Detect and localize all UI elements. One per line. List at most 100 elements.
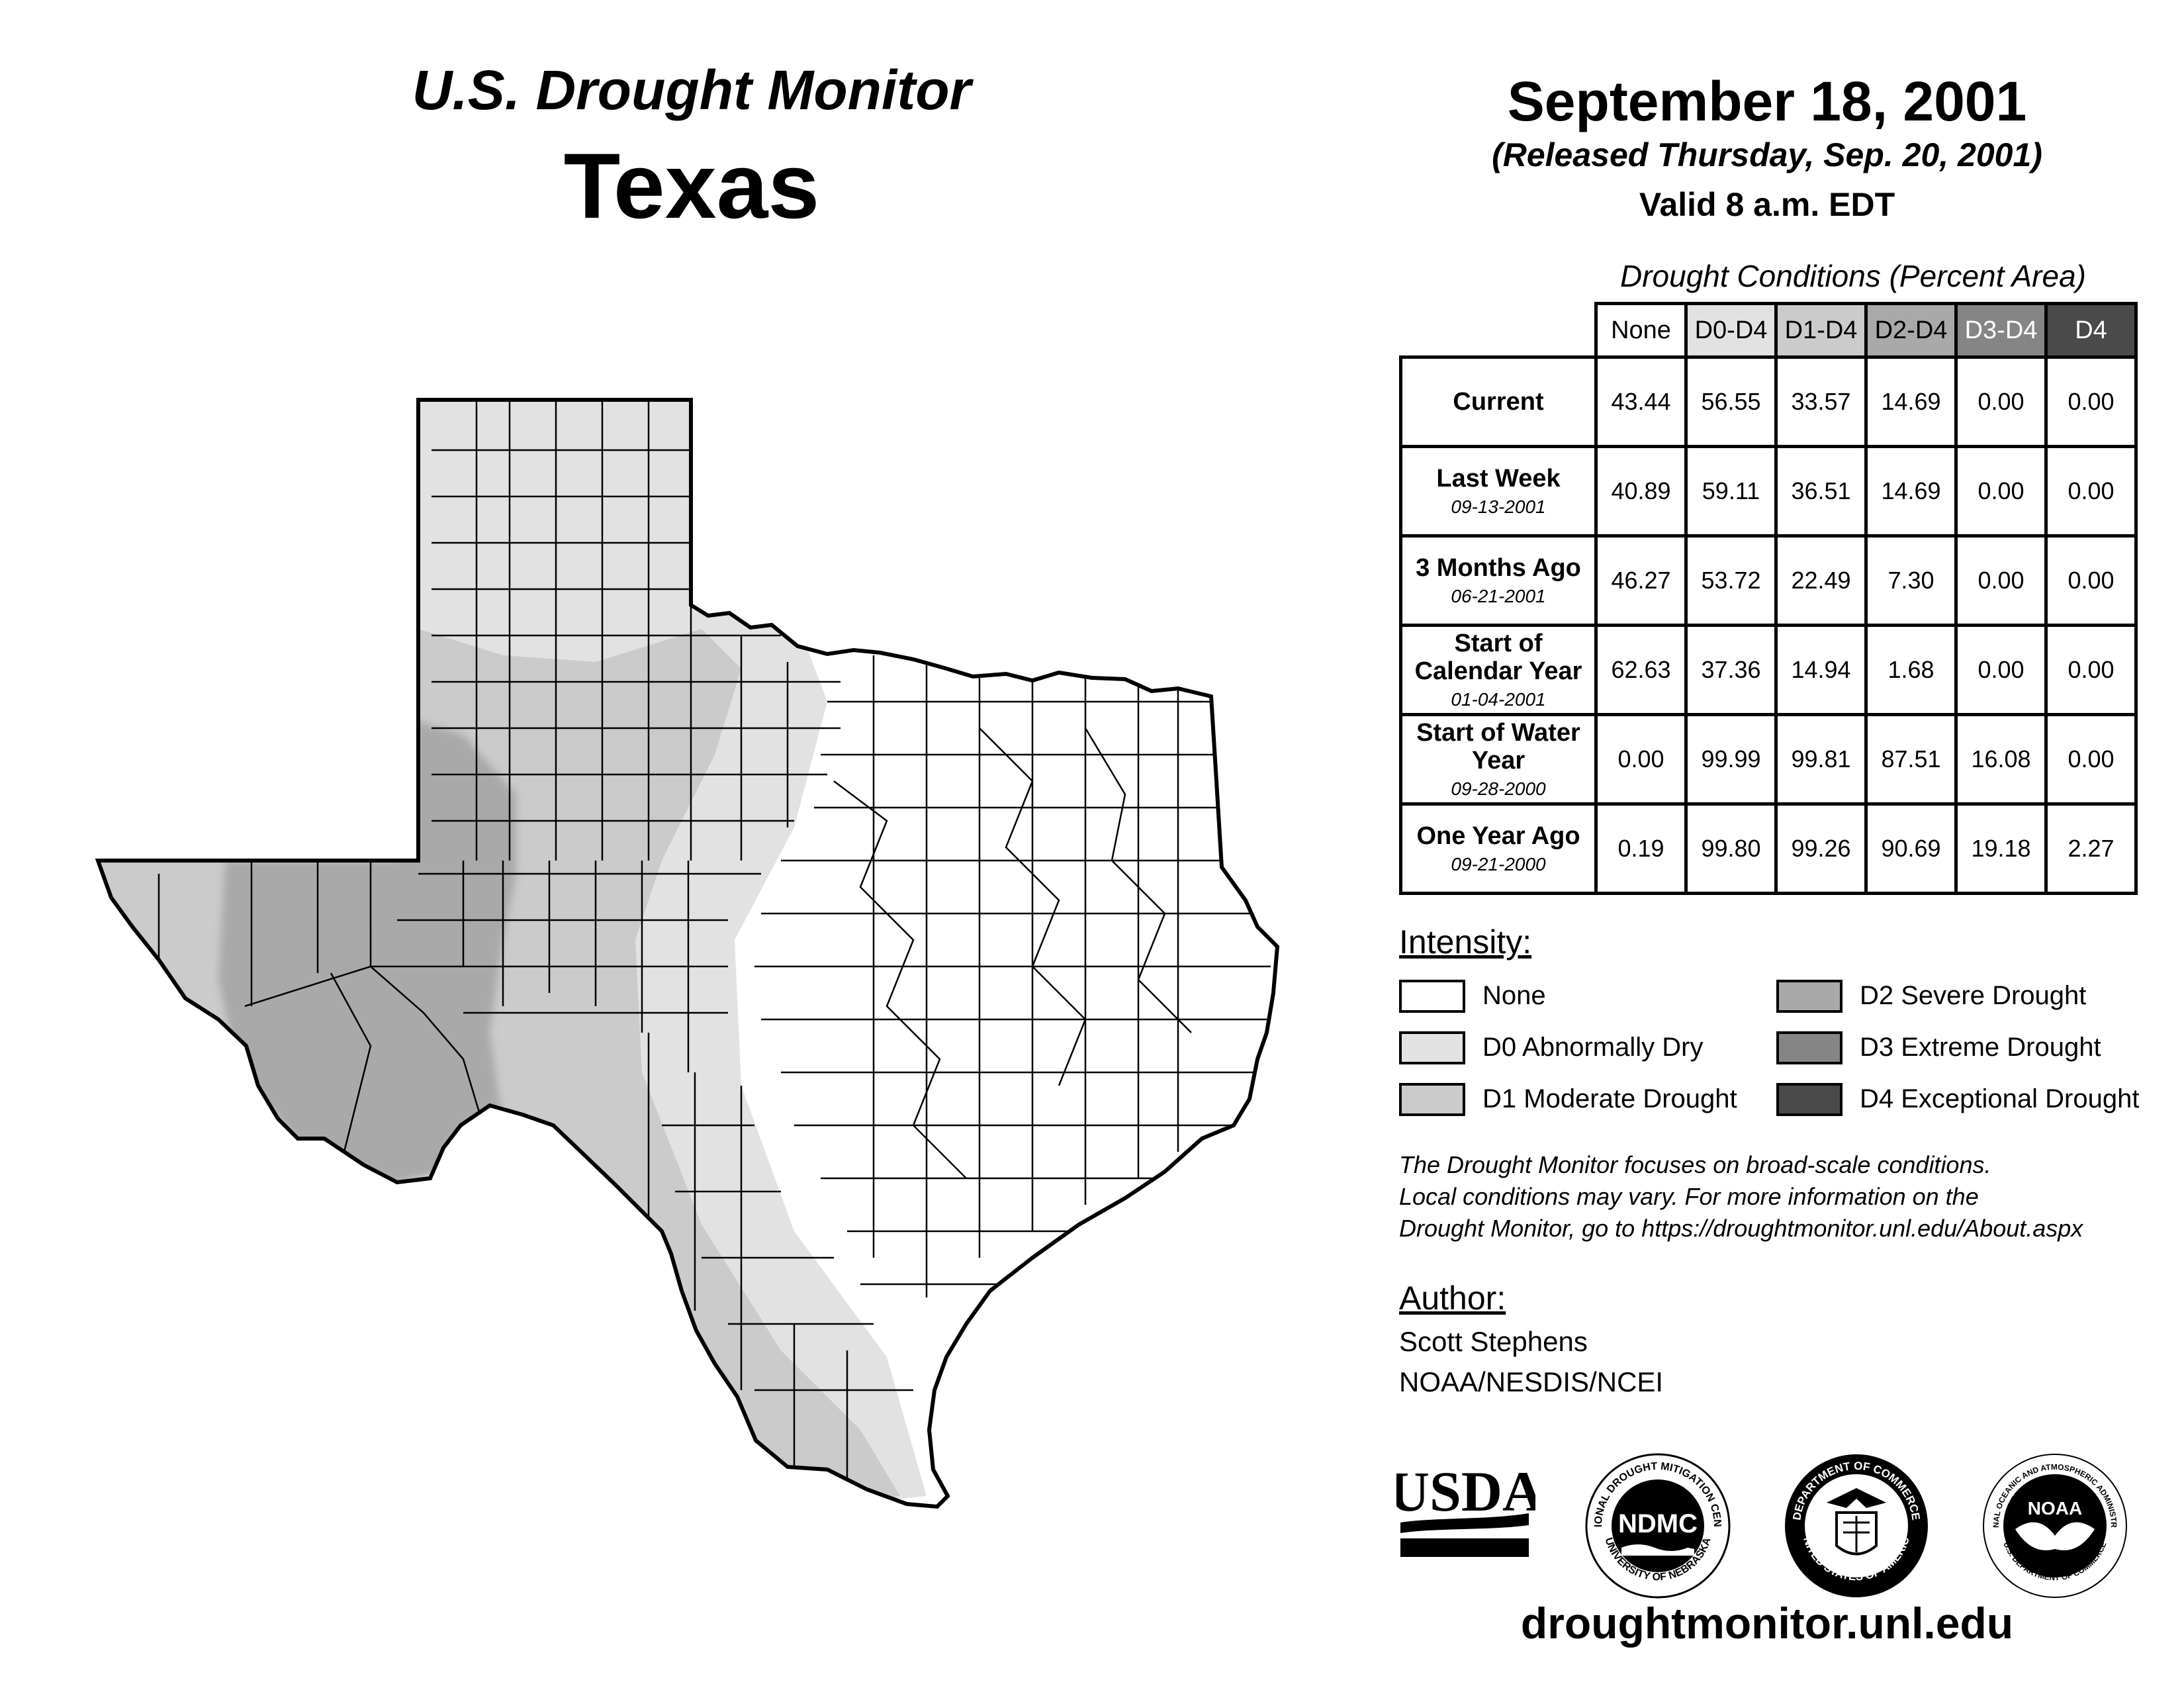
column-header-d2-d4: D2-D4 <box>1864 302 1958 359</box>
table-cell: 90.69 <box>1864 802 1958 895</box>
legend-item-d0: D0 Abnormally Dry <box>1399 1031 1770 1068</box>
row-label-date: 09-21-2000 <box>1451 854 1546 874</box>
legend-label: D3 Extreme Drought <box>1860 1033 2101 1062</box>
d2-severe-drought-area <box>218 715 516 1185</box>
table-cell: 99.26 <box>1774 802 1868 895</box>
table-title: Drought Conditions (Percent Area) <box>1620 259 2086 293</box>
table-cell: 22.49 <box>1774 534 1868 627</box>
legend-title: Intensity: <box>1399 923 1532 961</box>
table-row-start-calendar-year: Start of Calendar Year 01-04-2001 62.63 3… <box>1399 624 2138 716</box>
table-cell: 16.08 <box>1954 713 2048 806</box>
usda-logo-text: USDA <box>1396 1460 1535 1523</box>
row-label: Start of Water Year 09-28-2000 <box>1399 713 1598 806</box>
legend-item-none: None <box>1399 980 1770 1017</box>
table-cell: 33.57 <box>1774 355 1868 448</box>
author-title: Author: <box>1399 1280 1506 1317</box>
map-title: Texas <box>563 134 820 238</box>
release-date: (Released Thursday, Sep. 20, 2001) <box>1492 136 2042 173</box>
legend-swatch <box>1399 980 1465 1013</box>
table-cell: 0.19 <box>1594 802 1688 895</box>
row-label: 3 Months Ago 06-21-2001 <box>1399 534 1598 627</box>
table-row-3-months-ago: 3 Months Ago 06-21-2001 46.27 53.72 22.49… <box>1399 534 2138 627</box>
table-cell: 99.81 <box>1774 713 1868 806</box>
table-cell: 36.51 <box>1774 445 1868 538</box>
legend-label: D4 Exceptional Drought <box>1860 1084 2140 1113</box>
table-row-one-year-ago: One Year Ago 09-21-2000 0.19 99.80 99.26 … <box>1399 802 2138 895</box>
legend-label: D0 Abnormally Dry <box>1482 1033 1704 1062</box>
table-cell: 1.68 <box>1864 624 1958 716</box>
table-cell: 46.27 <box>1594 534 1688 627</box>
table-cell: 87.51 <box>1864 713 1958 806</box>
legend-swatch <box>1776 980 1843 1013</box>
table-cell: 99.80 <box>1684 802 1778 895</box>
row-label: Current <box>1399 355 1598 448</box>
table-cell: 0.00 <box>2044 624 2138 716</box>
table-cell: 14.94 <box>1774 624 1868 716</box>
note-line: Local conditions may vary. For more info… <box>1399 1183 1979 1210</box>
drought-conditions-table: None D0-D4 D1-D4 D2-D4 D3-D4 D4 Current … <box>1399 302 2138 895</box>
table-cell: 2.27 <box>2044 802 2138 895</box>
table-cell: 40.89 <box>1594 445 1688 538</box>
row-label: Start of Calendar Year 01-04-2001 <box>1399 624 1598 716</box>
legend-swatch <box>1399 1083 1465 1116</box>
doc-seal-logo: DEPARTMENT OF COMMERCE UNITED STATES OF … <box>1780 1450 1928 1597</box>
table-header-row: None D0-D4 D1-D4 D2-D4 D3-D4 D4 <box>1401 302 2138 359</box>
table-cell: 59.11 <box>1684 445 1778 538</box>
table-cell: 0.00 <box>2044 445 2138 538</box>
table-row-last-week: Last Week 09-13-2001 40.89 59.11 36.51 14… <box>1399 445 2138 538</box>
author-name: Scott Stephens <box>1399 1326 1588 1357</box>
website-link[interactable]: droughtmonitor.unl.edu <box>1520 1599 2014 1648</box>
row-label-text: 3 Months Ago <box>1416 554 1581 582</box>
row-label-text: Last Week <box>1436 465 1561 492</box>
table-row-current: Current 43.44 56.55 33.57 14.69 0.00 0.0… <box>1399 355 2138 448</box>
table-cell: 62.63 <box>1594 624 1688 716</box>
row-label-date: 06-21-2001 <box>1451 586 1546 606</box>
map-date: September 18, 2001 <box>1507 70 2027 132</box>
legend-item-d1: D1 Moderate Drought <box>1399 1083 1770 1120</box>
row-label-text: Start of Calendar Year <box>1414 630 1582 685</box>
table-cell: 37.36 <box>1684 624 1778 716</box>
legend-label: None <box>1482 981 1546 1010</box>
table-cell: 0.00 <box>1954 624 2048 716</box>
table-row-start-water-year: Start of Water Year 09-28-2000 0.00 99.99… <box>1399 713 2138 806</box>
table-cell: 19.18 <box>1954 802 2048 895</box>
legend-item-d4: D4 Exceptional Drought <box>1776 1083 2173 1120</box>
table-cell: 43.44 <box>1594 355 1688 448</box>
table-cell: 0.00 <box>1594 713 1688 806</box>
column-header-none: None <box>1594 302 1688 359</box>
table-cell: 99.99 <box>1684 713 1778 806</box>
disclaimer-note: The Drought Monitor focuses on broad-sca… <box>1399 1149 2167 1244</box>
table-cell: 14.69 <box>1864 355 1958 448</box>
row-label-date: 09-13-2001 <box>1451 496 1546 517</box>
county-boundaries-east <box>754 655 1271 1297</box>
column-header-d0-d4: D0-D4 <box>1684 302 1778 359</box>
ndmc-logo-text: NDMC <box>1618 1509 1698 1538</box>
county-boundaries <box>158 400 913 1496</box>
row-label: Last Week 09-13-2001 <box>1399 445 1598 538</box>
table-cell: 0.00 <box>2044 713 2138 806</box>
row-label-date: 01-04-2001 <box>1451 689 1546 710</box>
texas-drought-map <box>0 0 1377 1688</box>
table-cell: 0.00 <box>2044 534 2138 627</box>
table-cell: 0.00 <box>2044 355 2138 448</box>
table-cell: 0.00 <box>1954 355 2048 448</box>
table-cell: 0.00 <box>1954 445 2048 538</box>
legend-item-d3: D3 Extreme Drought <box>1776 1031 2173 1068</box>
valid-time: Valid 8 a.m. EDT <box>1639 186 1895 223</box>
legend-swatch <box>1776 1083 1843 1116</box>
row-label-text: Start of Water Year <box>1416 719 1580 774</box>
table-corner <box>1401 304 1596 357</box>
legend-label: D1 Moderate Drought <box>1482 1084 1737 1113</box>
table-cell: 7.30 <box>1864 534 1958 627</box>
legend-label: D2 Severe Drought <box>1860 981 2087 1010</box>
table-cell: 53.72 <box>1684 534 1778 627</box>
row-label-text: One Year Ago <box>1416 822 1580 850</box>
row-label-text: Current <box>1453 388 1544 416</box>
noaa-logo-text: NOAA <box>2028 1498 2082 1519</box>
column-header-d1-d4: D1-D4 <box>1774 302 1868 359</box>
row-label: One Year Ago 09-21-2000 <box>1399 802 1598 895</box>
column-header-d3-d4: D3-D4 <box>1954 302 2048 359</box>
table-cell: 0.00 <box>1954 534 2048 627</box>
legend-swatch <box>1399 1031 1465 1064</box>
map-subtitle: U.S. Drought Monitor <box>412 59 972 121</box>
